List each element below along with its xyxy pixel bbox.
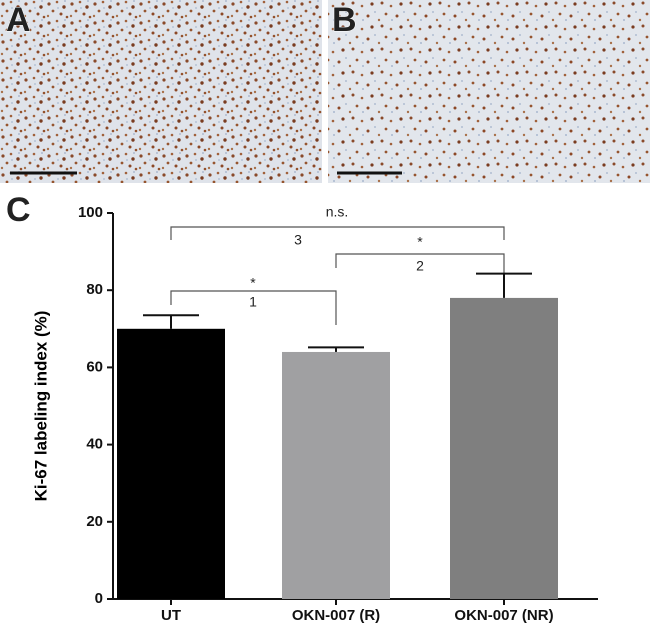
significance: n.s.: [326, 204, 349, 220]
x-tick-label: UT: [161, 607, 181, 624]
bar: [450, 297, 558, 599]
panel-label: A: [6, 1, 31, 39]
micrograph-b: [328, 0, 650, 183]
comparison-number: 1: [249, 294, 257, 310]
bracket: [170, 226, 505, 240]
x-tick-label: OKN-007 (NR): [454, 607, 553, 624]
y-tick-label: 80: [86, 281, 103, 298]
y-tick-label: 20: [86, 513, 103, 530]
panel-label: B: [332, 1, 357, 39]
micrograph-a: [0, 0, 322, 183]
bar: [117, 328, 225, 599]
panel-label: C: [6, 191, 31, 229]
y-tick-label: 40: [86, 436, 103, 453]
comparison-number: 3: [294, 232, 302, 248]
significance: *: [250, 275, 256, 291]
x-tick-label: OKN-007 (R): [292, 607, 380, 624]
bar: [282, 351, 390, 599]
significance: *: [417, 234, 423, 250]
y-axis-label: Ki-67 labeling index (%): [31, 311, 50, 502]
y-tick-label: 60: [86, 358, 103, 375]
y-tick-label: 0: [95, 590, 103, 607]
bracket: [170, 290, 337, 325]
comparison-number: 2: [416, 258, 424, 274]
bracket: [335, 253, 505, 286]
y-tick-label: 100: [78, 204, 103, 221]
